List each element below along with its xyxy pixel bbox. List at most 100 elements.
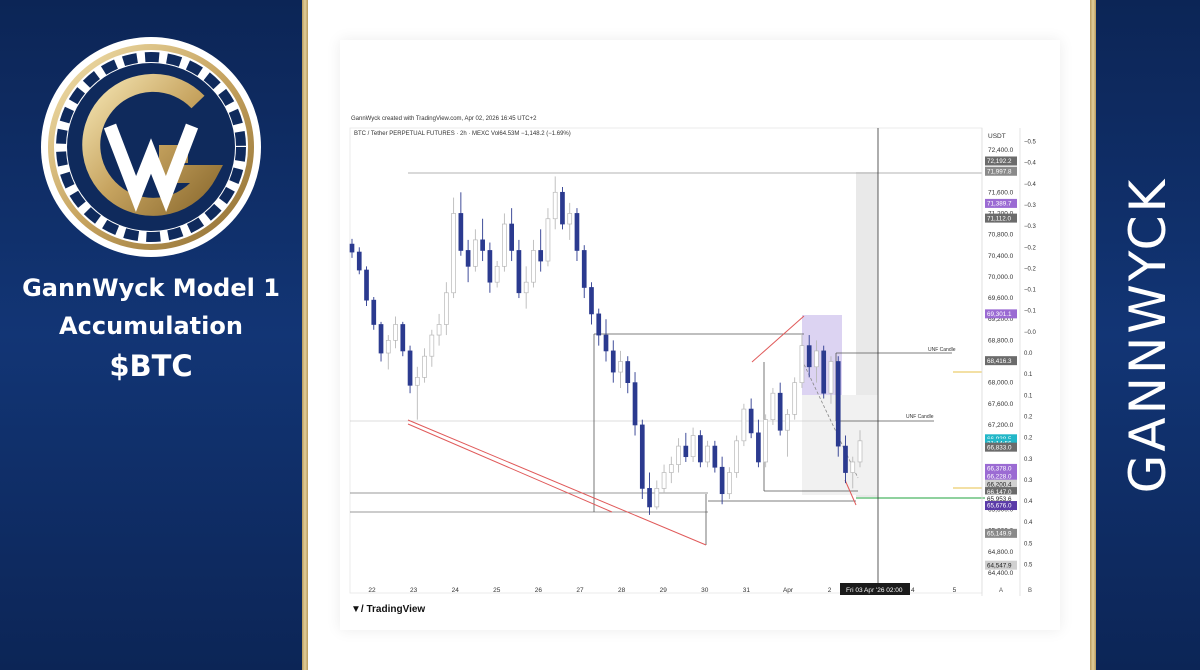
candle-body — [690, 435, 696, 458]
candle-body — [654, 488, 660, 508]
candle-body — [632, 382, 638, 426]
candle-body — [799, 345, 805, 384]
gold-divider-left — [302, 0, 308, 670]
tradingview-wordmark: TradingView — [366, 604, 426, 615]
gannwyck-logo-icon — [41, 37, 261, 257]
candle-body — [697, 435, 703, 463]
time-tick-label: Apr — [783, 587, 794, 594]
gold-divider-right — [1090, 0, 1096, 670]
candle-body — [727, 472, 732, 495]
secondary-tick-label: 0.5 — [1024, 563, 1033, 569]
candle-body — [785, 414, 790, 431]
price-label-value: 71,112.0 — [987, 215, 1012, 222]
price-label-badge — [985, 463, 1017, 473]
time-axis: Fri 03 Apr '26 02:00 USDT A B 22 23 24 25 26… — [368, 133, 1032, 595]
candle-body — [458, 213, 464, 251]
price-label-value: 64,547.9 — [987, 562, 1012, 569]
price-label-value: 72,192.2 — [987, 158, 1012, 165]
candle-body — [516, 250, 522, 294]
secondary-tick-label: −0.1 — [1024, 288, 1037, 294]
price-label-value: 66,833.0 — [987, 444, 1012, 451]
price-label-badge — [985, 501, 1017, 511]
price-label-badge — [985, 471, 1017, 481]
candle-body — [407, 350, 413, 386]
chart-card — [340, 40, 1060, 630]
caption-model: GannWyck Model 1 — [22, 274, 280, 302]
time-tick-label: 22 — [368, 587, 376, 594]
time-tick-label: 26 — [535, 587, 543, 594]
candle-body — [741, 408, 747, 442]
candle-body — [385, 340, 391, 354]
price-tick-label: 64,400.0 — [988, 570, 1014, 577]
price-label-badge — [985, 487, 1017, 497]
price-label-value: 65,953.6 — [987, 496, 1012, 503]
candle-body — [581, 250, 587, 288]
candle-body — [763, 419, 769, 463]
unf-candle-label-2: UNF Candle — [906, 414, 934, 420]
candle-body — [618, 361, 623, 373]
secondary-tick-label: 0.1 — [1024, 393, 1033, 399]
candle-body — [719, 466, 725, 495]
crosshair-date-badge — [840, 583, 910, 595]
price-label-badge — [985, 356, 1017, 366]
chart-meta-line: GannWyck created with TradingView.com, A… — [351, 116, 537, 122]
candle-body — [465, 250, 471, 267]
price-tick-label: 72,400.0 — [988, 147, 1014, 154]
candle-body — [734, 440, 739, 473]
price-label-badge — [985, 309, 1017, 319]
candle-body — [639, 424, 645, 489]
trend-red-1 — [407, 419, 707, 546]
price-tick-label: 68,800.0 — [988, 337, 1014, 344]
price-tick-label: 70,400.0 — [988, 253, 1014, 260]
secondary-tick-label: −0.0 — [1024, 330, 1037, 336]
candle-body — [661, 472, 667, 489]
crosshair-date-label: Fri 03 Apr '26 02:00 — [846, 587, 903, 594]
price-label-value: 69,301.1 — [987, 311, 1012, 318]
chart-symbol-line: BTC / Tether PERPETUAL FUTURES · 2h · ME… — [354, 131, 571, 137]
price-label-value: 65,149.9 — [987, 531, 1012, 538]
price-axis: 72,400.072,000.071,600.071,200.070,800.0… — [981, 128, 1037, 596]
caption-ticker: $BTC — [109, 349, 193, 383]
secondary-tick-label: −0.2 — [1024, 245, 1037, 251]
currency-label: USDT — [988, 133, 1006, 140]
candle-body — [538, 250, 544, 262]
trend-red-3 — [751, 315, 805, 363]
tradingview-mark-icon: ▼/ — [351, 604, 367, 615]
candle-body — [668, 464, 674, 473]
candle-body — [545, 218, 551, 262]
candle-body — [792, 382, 798, 415]
candle-body — [393, 324, 398, 341]
secondary-tick-label: 0.2 — [1024, 436, 1033, 442]
secondary-tick-label: −0.1 — [1024, 309, 1037, 315]
time-tick-label: 27 — [576, 587, 584, 594]
candle-body — [857, 440, 863, 463]
candle-body — [777, 392, 783, 431]
secondary-tick-label: 0.5 — [1024, 541, 1033, 547]
caption-phase: Accumulation — [59, 312, 243, 340]
candle-body — [494, 265, 500, 283]
candle-body — [422, 355, 427, 378]
secondary-tick-label: 0.4 — [1024, 499, 1033, 505]
secondary-tick-label: −0.4 — [1024, 161, 1037, 167]
price-tick-label: 64,800.0 — [988, 549, 1014, 556]
price-label-value: 68,416.3 — [987, 358, 1012, 365]
time-tick-label: 4 — [911, 587, 915, 594]
price-label-value: 65,676.0 — [987, 503, 1012, 510]
candle-body — [349, 243, 355, 253]
candle-body — [625, 361, 631, 383]
price-tick-label: 70,800.0 — [988, 232, 1014, 239]
secondary-tick-label: 0.1 — [1024, 372, 1033, 378]
candle-body — [502, 223, 507, 267]
candle-body — [480, 239, 485, 251]
price-label-badge — [985, 213, 1017, 223]
candle-body — [603, 334, 609, 352]
candle-body — [400, 324, 406, 352]
secondary-tick-label: 0.4 — [1024, 520, 1033, 526]
candle-body — [531, 250, 536, 283]
time-tick-label: 2 — [828, 587, 832, 594]
candle-body — [567, 213, 573, 225]
candle-body — [451, 213, 456, 294]
time-tick-label: 5 — [953, 587, 957, 594]
candle-body — [429, 334, 435, 357]
